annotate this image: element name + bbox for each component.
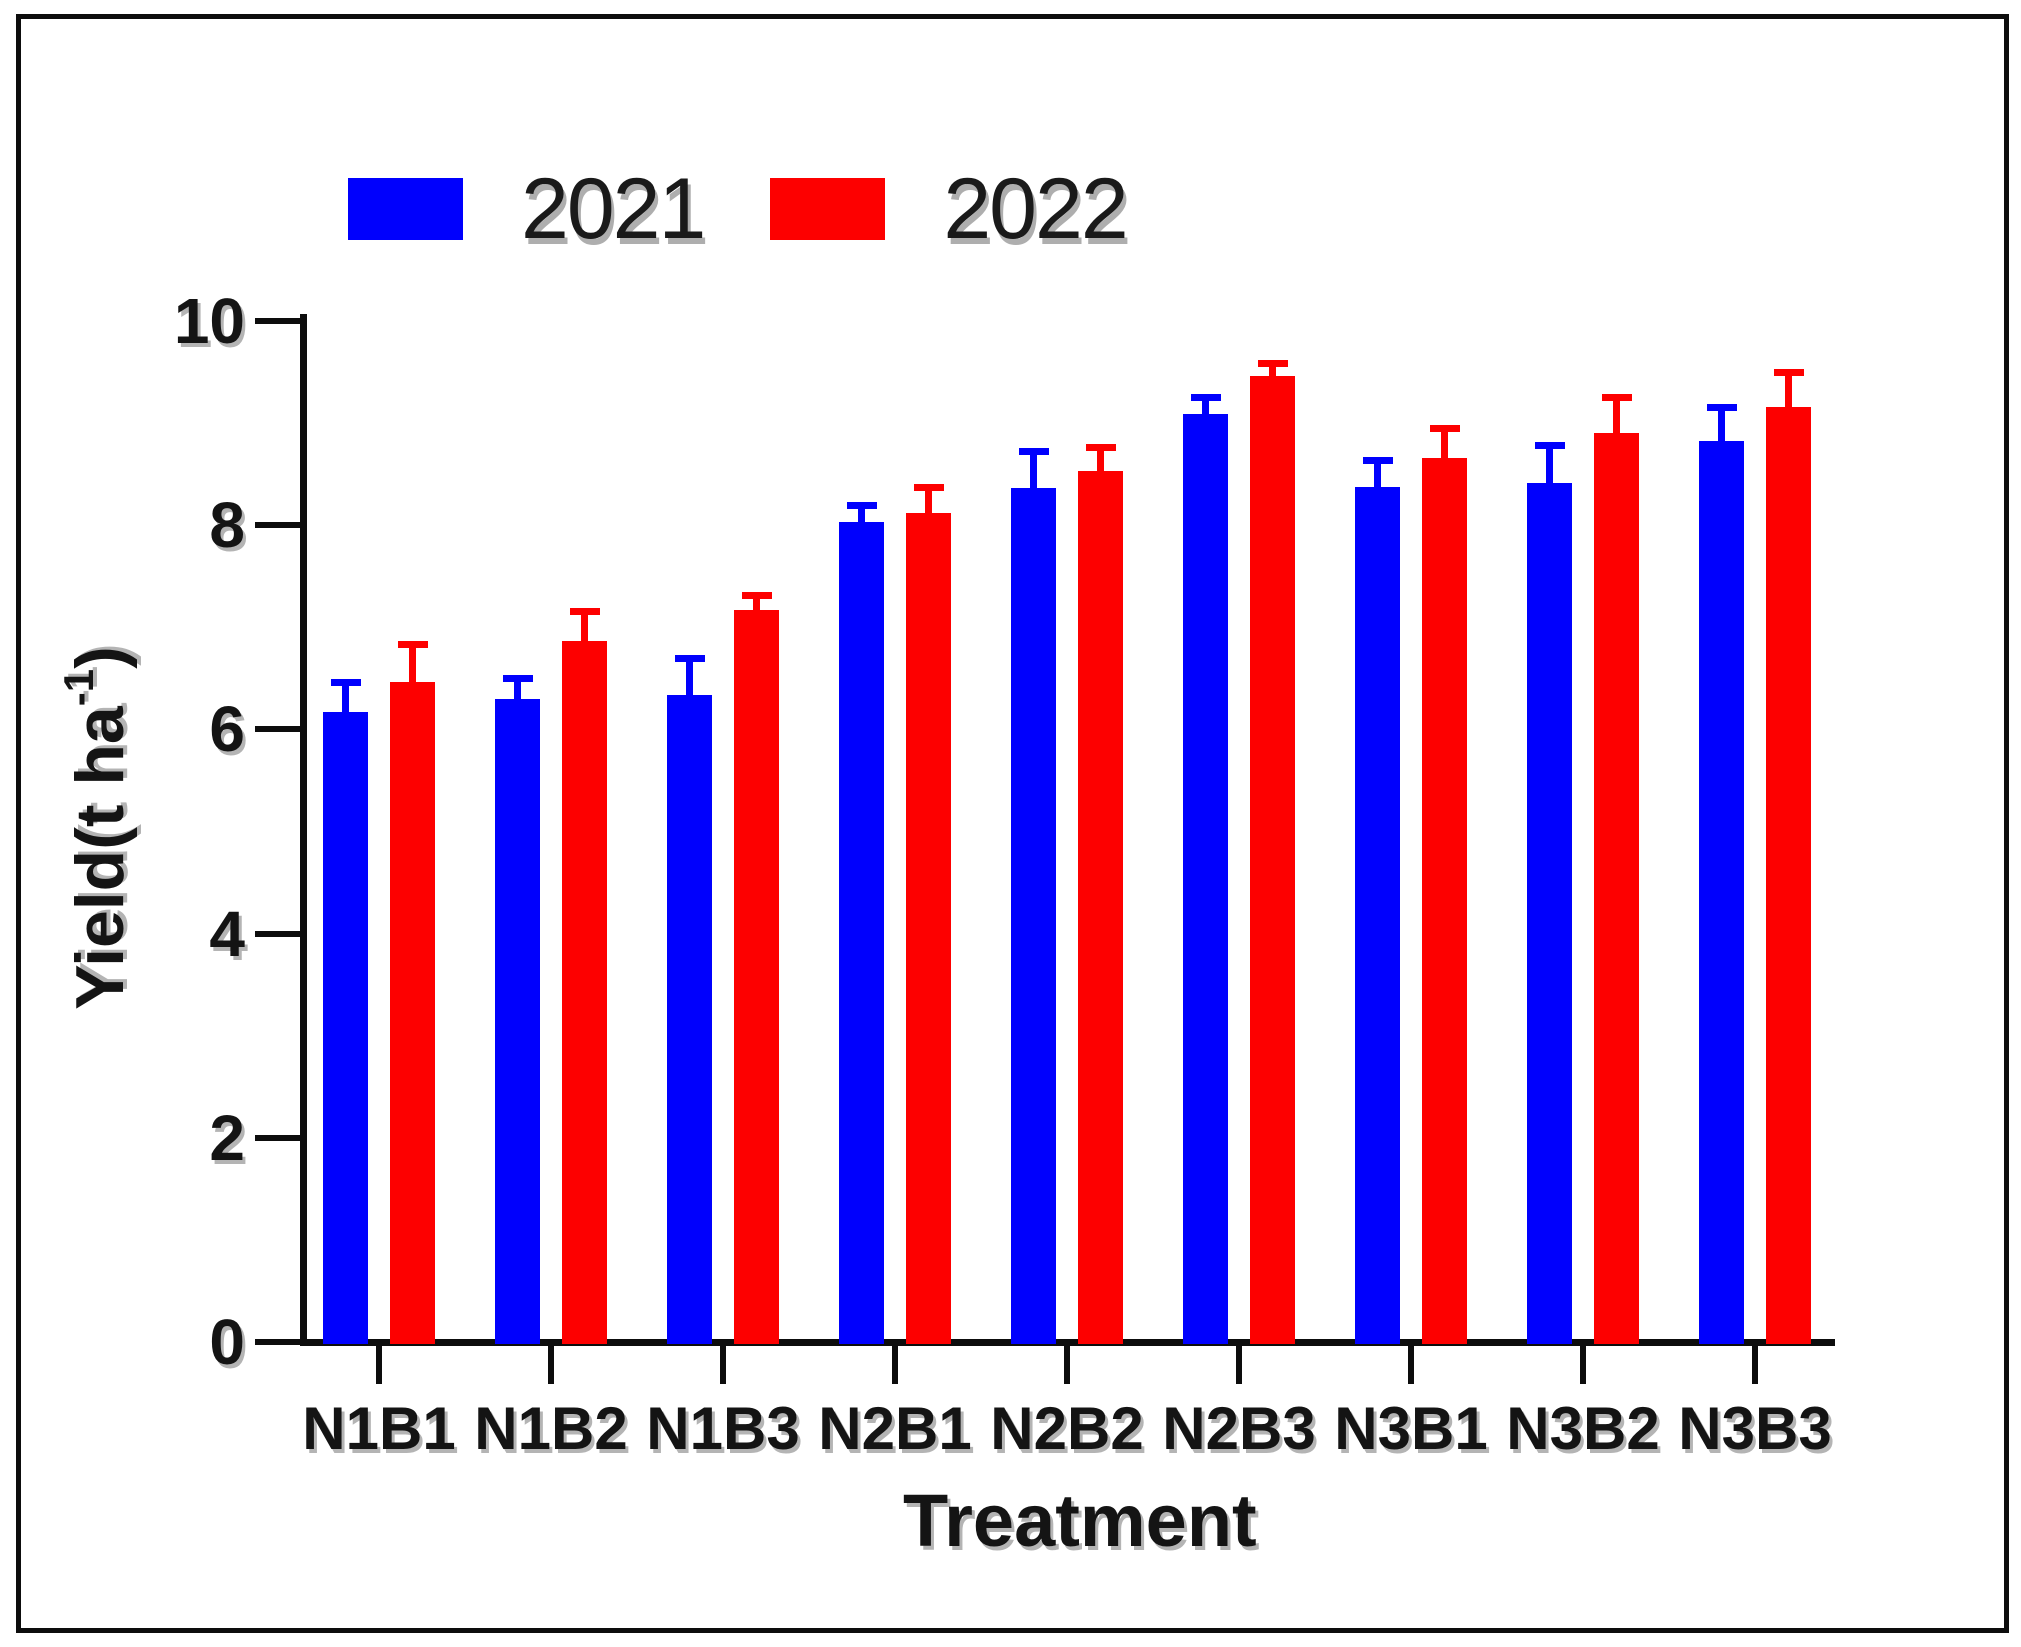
bar-2021-N1B1 <box>323 712 368 1344</box>
bar-2021-N2B1 <box>839 522 884 1344</box>
x-axis-tick <box>1408 1344 1414 1384</box>
bar-2022-N3B1 <box>1422 457 1467 1344</box>
errorbar-stem-2022-N1B3 <box>753 594 760 610</box>
errorbar-stem-2021-N2B1 <box>858 504 865 523</box>
bar-2022-N3B3 <box>1766 406 1811 1344</box>
errorbar-cap-2021-N1B2 <box>502 675 533 683</box>
y-axis-line <box>300 314 307 1346</box>
errorbar-stem-2022-N1B1 <box>409 643 416 683</box>
errorbar-cap-2022-N1B3 <box>741 591 772 599</box>
y-axis-tick <box>255 522 300 529</box>
y-axis-tick-label: 6 <box>209 693 245 766</box>
errorbar-cap-2021-N2B1 <box>846 501 877 509</box>
x-axis-tick <box>1752 1344 1758 1384</box>
y-axis-tick <box>255 318 300 324</box>
y-axis-tick-label: 0 <box>209 1306 245 1378</box>
errorbar-stem-2021-N3B2 <box>1546 444 1553 484</box>
errorbar-cap-2021-N1B1 <box>330 679 361 687</box>
x-axis-tick-label: N1B2 <box>474 1395 628 1462</box>
errorbar-stem-2022-N3B1 <box>1441 428 1448 458</box>
errorbar-stem-2021-N1B2 <box>514 678 521 699</box>
x-axis-tick-label: N3B1 <box>1334 1395 1488 1462</box>
errorbar-stem-2022-N2B2 <box>1097 446 1104 472</box>
bar-2021-N3B2 <box>1527 483 1572 1344</box>
legend-swatch-2022 <box>770 178 886 240</box>
errorbar-cap-2022-N3B3 <box>1773 369 1804 377</box>
errorbar-cap-2021-N3B3 <box>1706 403 1737 411</box>
x-axis-tick-label: N2B3 <box>1162 1395 1316 1462</box>
legend-label-2022: 2022 <box>943 161 1128 257</box>
bar-2022-N1B2 <box>562 640 607 1344</box>
figure-border <box>16 14 2009 1633</box>
bar-2022-N1B1 <box>390 682 435 1344</box>
errorbar-cap-2021-N3B1 <box>1362 456 1393 464</box>
errorbar-cap-2022-N1B1 <box>397 640 428 648</box>
x-axis-tick <box>1236 1344 1242 1384</box>
x-axis-tick <box>548 1344 554 1384</box>
x-axis-tick <box>1580 1344 1586 1384</box>
errorbar-stem-2021-N2B2 <box>1030 450 1037 489</box>
errorbar-cap-2021-N1B3 <box>674 654 705 662</box>
legend-item-2021: 2021 <box>348 161 706 257</box>
errorbar-stem-2022-N3B2 <box>1613 396 1620 434</box>
bar-2022-N1B3 <box>734 609 779 1344</box>
errorbar-stem-2022-N2B3 <box>1269 362 1276 377</box>
errorbar-cap-2021-N2B2 <box>1018 447 1049 455</box>
x-axis-tick-label: N3B3 <box>1678 1395 1832 1462</box>
y-axis-tick-label: 10 <box>173 285 245 357</box>
errorbar-cap-2022-N3B1 <box>1429 425 1460 433</box>
bar-2021-N2B3 <box>1183 413 1228 1344</box>
bar-2021-N3B3 <box>1699 441 1744 1344</box>
x-axis-tick <box>1064 1344 1070 1384</box>
errorbar-stem-2021-N1B3 <box>686 657 693 695</box>
errorbar-stem-2022-N1B2 <box>581 610 588 641</box>
y-axis-tick-label: 2 <box>209 1101 245 1174</box>
x-axis-tick <box>376 1344 382 1384</box>
x-axis-tick <box>892 1344 898 1384</box>
bar-2021-N2B2 <box>1011 488 1056 1344</box>
y-axis-title-suffix: ) <box>62 646 138 669</box>
errorbar-cap-2021-N3B2 <box>1534 441 1565 449</box>
legend: 2021 2022 <box>348 161 1129 257</box>
x-axis-title: Treatment <box>903 1479 1257 1562</box>
bar-2022-N2B1 <box>906 512 951 1344</box>
errorbar-cap-2022-N1B2 <box>569 607 600 615</box>
legend-item-2022: 2022 <box>770 161 1129 257</box>
x-axis-tick-label: N2B1 <box>818 1395 972 1462</box>
errorbar-cap-2022-N2B2 <box>1085 443 1116 451</box>
errorbar-stem-2022-N3B3 <box>1785 372 1792 407</box>
y-axis-tick <box>255 930 300 937</box>
legend-swatch-2021 <box>348 178 463 240</box>
errorbar-cap-2021-N2B3 <box>1190 393 1221 401</box>
bar-2021-N1B2 <box>495 698 540 1344</box>
x-axis-tick-label: N1B1 <box>302 1395 456 1462</box>
x-axis-tick-label: N3B2 <box>1506 1395 1660 1462</box>
x-axis-line <box>300 1339 1835 1346</box>
x-axis-tick-label: N1B3 <box>646 1395 800 1462</box>
y-axis-tick <box>255 726 300 733</box>
x-axis-tick <box>720 1344 726 1384</box>
errorbar-cap-2022-N2B3 <box>1257 359 1288 367</box>
bar-2022-N3B2 <box>1594 433 1639 1344</box>
bar-2021-N1B3 <box>667 694 712 1344</box>
bar-2021-N3B1 <box>1355 487 1400 1344</box>
y-axis-tick-label: 8 <box>209 489 245 562</box>
errorbar-stem-2021-N3B1 <box>1374 459 1381 488</box>
legend-label-2021: 2021 <box>521 161 706 257</box>
errorbar-cap-2022-N2B1 <box>913 484 944 492</box>
x-axis-tick-label: N2B2 <box>990 1395 1144 1462</box>
errorbar-stem-2021-N1B1 <box>342 682 349 713</box>
errorbar-cap-2022-N3B2 <box>1601 393 1632 401</box>
bar-2022-N2B2 <box>1078 471 1123 1344</box>
errorbar-stem-2021-N3B3 <box>1718 406 1725 442</box>
y-axis-tick <box>255 1339 300 1345</box>
errorbar-stem-2022-N2B1 <box>925 487 932 513</box>
bar-2022-N2B3 <box>1250 376 1295 1344</box>
y-axis-tick-label: 4 <box>209 897 245 970</box>
y-axis-tick <box>255 1134 300 1141</box>
errorbar-stem-2021-N2B3 <box>1202 396 1209 414</box>
